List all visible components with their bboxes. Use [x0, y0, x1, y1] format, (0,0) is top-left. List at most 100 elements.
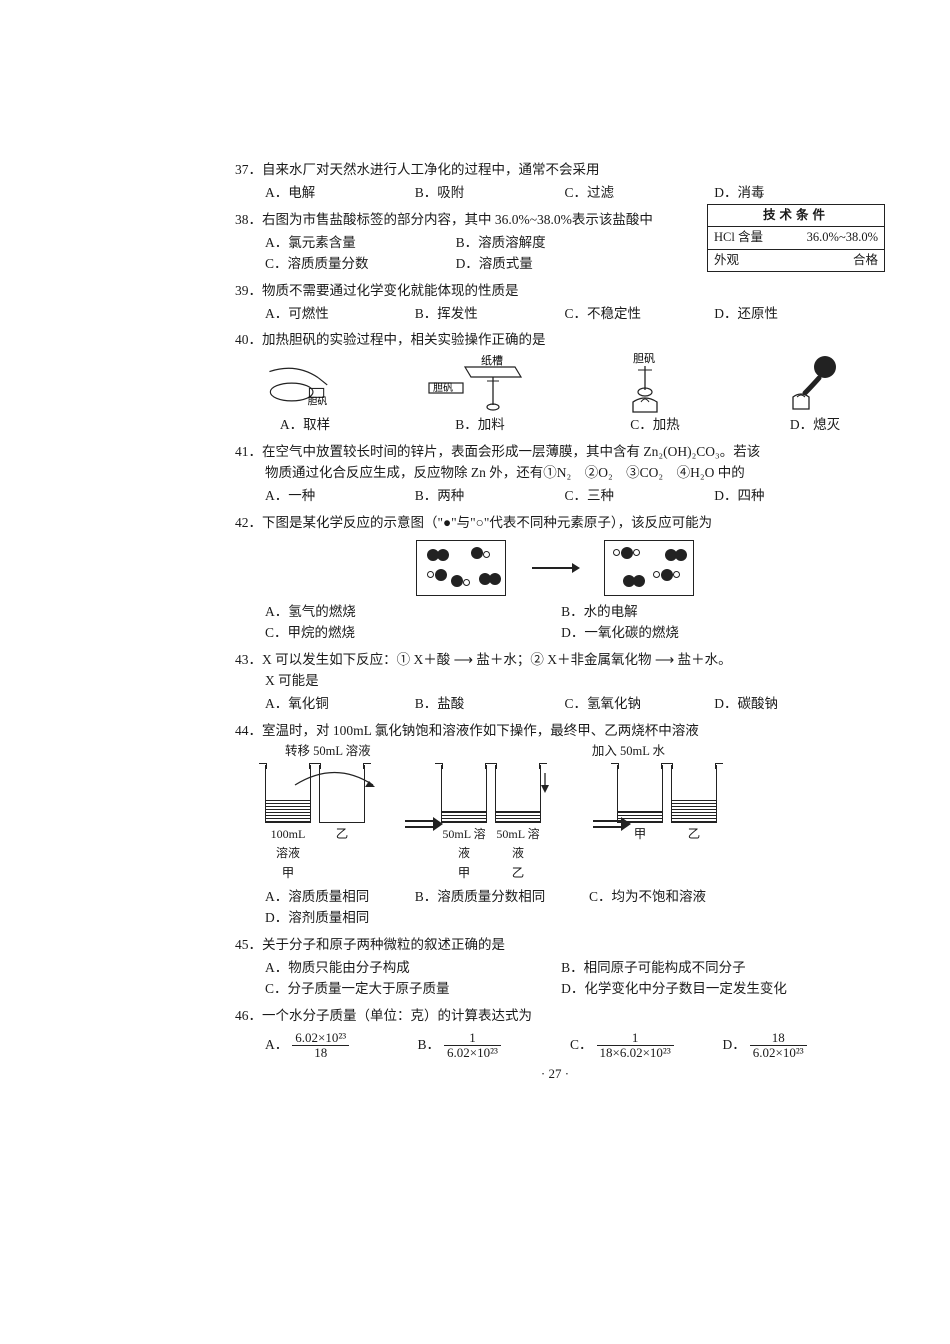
tech-condition-box: 技术条件 HCl 含量 36.0%~38.0% 外观 合格: [707, 204, 885, 272]
q41-opt-d: D．四种: [714, 486, 860, 507]
page-number: · 27 ·: [235, 1064, 875, 1084]
tech-box-row-hcl: HCl 含量 36.0%~38.0%: [708, 227, 884, 248]
hcl-label: HCl 含量: [714, 228, 763, 247]
svg-text:纸槽: 纸槽: [481, 355, 503, 367]
q43-stem2: X 可能是: [265, 671, 875, 692]
question-40: 40．加热胆矾的实验过程中，相关实验操作正确的是 胆矾 胆矾纸槽 胆矾 A．取样…: [235, 330, 875, 436]
q44-arc-labels: 转移 50mL 溶液 加入 50mL 水: [275, 742, 845, 761]
q42-opt-b: B．水的电解: [561, 602, 854, 623]
q37-opt-b: B．吸附: [415, 183, 561, 204]
question-46: 46．一个水分子质量（单位：克）的计算表达式为 A．6.02×10²³18 B．…: [235, 1006, 875, 1061]
q43-opt-d: D．碳酸钠: [714, 694, 860, 715]
q40-figures: 胆矾 胆矾 纸槽 胆矾: [265, 355, 855, 413]
transfer-label: 转移 50mL 溶液: [285, 742, 371, 761]
q40-opt-a: A．取样: [265, 415, 345, 436]
add-water-label: 加入 50mL 水: [592, 742, 665, 761]
q45-stem: 关于分子和原子两种微粒的叙述正确的是: [262, 937, 505, 952]
q40-opt-d: D．熄灭: [775, 415, 855, 436]
q41-opt-b: B．两种: [415, 486, 561, 507]
q41-opt-a: A．一种: [265, 486, 411, 507]
q39-stem: 物质不需要通过化学变化就能体现的性质是: [262, 283, 519, 298]
question-41: 41．在空气中放置较长时间的锌片，表面会形成一层薄膜，其中含有 Zn₂(OH)₂…: [235, 442, 875, 507]
question-45: 45．关于分子和原子两种微粒的叙述正确的是 A．物质只能由分子构成 B．相同原子…: [235, 935, 875, 1000]
q38-options: A．氯元素含量 B．溶质溶解度 C．溶质质量分数 D．溶质式量: [265, 233, 655, 275]
q44-options: A．溶质质量相同 B．溶质质量分数相同 C．均为不饱和溶液 D．溶剂质量相同: [265, 887, 875, 929]
q37-options: A．电解 B．吸附 C．过滤 D．消毒: [265, 183, 875, 204]
q41-options: A．一种 B．两种 C．三种 D．四种: [265, 486, 875, 507]
q45-opt-c: C．分子质量一定大于原子质量: [265, 979, 558, 1000]
question-42: 42．下图是某化学反应的示意图（"●"与"○"代表不同种元素原子），该反应可能为…: [235, 513, 875, 644]
q45-options: A．物质只能由分子构成 B．相同原子可能构成不同分子 C．分子质量一定大于原子质…: [265, 958, 875, 1000]
q46-options: A．6.02×10²³18 B．16.02×10²³ C．118×6.02×10…: [265, 1031, 875, 1061]
q46-stem: 一个水分子质量（单位：克）的计算表达式为: [262, 1008, 532, 1023]
q38-opt-a: A．氯元素含量: [265, 233, 452, 254]
q42-diagram: [235, 540, 875, 596]
question-39: 39．物质不需要通过化学变化就能体现的性质是 A．可燃性 B．挥发性 C．不稳定…: [235, 281, 875, 325]
q43-num: 43．: [235, 652, 262, 667]
q39-num: 39．: [235, 283, 262, 298]
q38-num: 38．: [235, 212, 262, 227]
tech-box-title: 技术条件: [708, 205, 884, 227]
q43-stem: X 可以发生如下反应：① X＋酸 ⟶ 盐＋水；② X＋非金属氧化物 ⟶ 盐＋水。: [262, 652, 732, 667]
q42-opt-a: A．氢气的燃烧: [265, 602, 558, 623]
q39-options: A．可燃性 B．挥发性 C．不稳定性 D．还原性: [265, 304, 875, 325]
beaker-1: [265, 765, 311, 823]
q40-opt-b: B．加料: [425, 415, 535, 436]
svg-text:胆矾: 胆矾: [433, 382, 453, 394]
question-37: 37．自来水厂对天然水进行人工净化的过程中，通常不会采用 A．电解 B．吸附 C…: [235, 160, 875, 204]
q46-opt-d: D．186.02×10²³: [723, 1031, 876, 1061]
q45-opt-b: B．相同原子可能构成不同分子: [561, 958, 854, 979]
q45-opt-d: D．化学变化中分子数目一定发生变化: [561, 979, 854, 1000]
svg-text:胆矾: 胆矾: [308, 396, 328, 408]
q42-stem: 下图是某化学反应的示意图（"●"与"○"代表不同种元素原子），该反应可能为: [262, 515, 712, 530]
q41-opt-c: C．三种: [565, 486, 711, 507]
q41-stem2: 物质通过化合反应生成，反应物除 Zn 外，还有①N₂ ②O₂ ③CO₂ ④H₂O…: [265, 463, 875, 484]
q43-opt-b: B．盐酸: [415, 694, 561, 715]
q37-num: 37．: [235, 162, 262, 177]
q44-diagram: [265, 765, 875, 823]
beaker-5: [617, 765, 663, 823]
q41-stem: 在空气中放置较长时间的锌片，表面会形成一层薄膜，其中含有 Zn₂(OH)₂CO₃…: [262, 444, 760, 459]
q37-opt-c: C．过滤: [565, 183, 711, 204]
q38-stem: 右图为市售盐酸标签的部分内容，其中 36.0%~38.0%表示该盐酸中: [262, 212, 653, 227]
q44-opt-a: A．溶质质量相同: [265, 887, 411, 908]
q46-num: 46．: [235, 1008, 262, 1023]
tech-box-row-appearance: 外观 合格: [708, 249, 884, 271]
q46-opt-c: C．118×6.02×10²³: [570, 1031, 723, 1061]
beaker-4: [495, 765, 541, 823]
q40-options: A．取样 B．加料 C．加热 D．熄灭: [265, 415, 855, 436]
beaker-6: [671, 765, 717, 823]
q44-opt-b: B．溶质质量分数相同: [415, 887, 586, 908]
hcl-value: 36.0%~38.0%: [807, 228, 878, 247]
q43-opt-c: C．氢氧化钠: [565, 694, 711, 715]
q42-opt-d: D．一氧化碳的燃烧: [561, 623, 854, 644]
beaker-2: [319, 765, 365, 823]
q46-opt-b: B．16.02×10²³: [418, 1031, 571, 1061]
q44-stem: 室温时，对 100mL 氯化钠饱和溶液作如下操作，最终甲、乙两烧杯中溶液: [262, 723, 699, 738]
q40-num: 40．: [235, 332, 262, 347]
svg-text:胆矾: 胆矾: [633, 352, 655, 365]
q46-opt-a: A．6.02×10²³18: [265, 1031, 418, 1061]
q40-fig-a: 胆矾: [265, 355, 345, 413]
q39-opt-a: A．可燃性: [265, 304, 411, 325]
q44-opt-c: C．均为不饱和溶液: [589, 887, 748, 908]
exam-page: 技术条件 HCl 含量 36.0%~38.0% 外观 合格 37．自来水厂对天然…: [235, 160, 875, 1066]
q42-opt-c: C．甲烷的燃烧: [265, 623, 558, 644]
q39-opt-d: D．还原性: [714, 304, 860, 325]
reactant-box: [416, 540, 506, 596]
q44-opt-d: D．溶剂质量相同: [265, 908, 399, 929]
q37-opt-a: A．电解: [265, 183, 411, 204]
q44-num: 44．: [235, 723, 262, 738]
appearance-label: 外观: [714, 251, 739, 270]
q40-opt-c: C．加热: [615, 415, 695, 436]
q41-num: 41．: [235, 444, 262, 459]
q37-stem: 自来水厂对天然水进行人工净化的过程中，通常不会采用: [262, 162, 600, 177]
q45-opt-a: A．物质只能由分子构成: [265, 958, 558, 979]
beaker-3: [441, 765, 487, 823]
q38-opt-b: B．溶质溶解度: [456, 233, 643, 254]
q45-num: 45．: [235, 937, 262, 952]
q42-num: 42．: [235, 515, 262, 530]
q42-options: A．氢气的燃烧 B．水的电解 C．甲烷的燃烧 D．一氧化碳的燃烧: [265, 602, 875, 644]
q38-opt-d: D．溶质式量: [456, 254, 643, 275]
question-43: 43．X 可以发生如下反应：① X＋酸 ⟶ 盐＋水；② X＋非金属氧化物 ⟶ 盐…: [235, 650, 875, 715]
